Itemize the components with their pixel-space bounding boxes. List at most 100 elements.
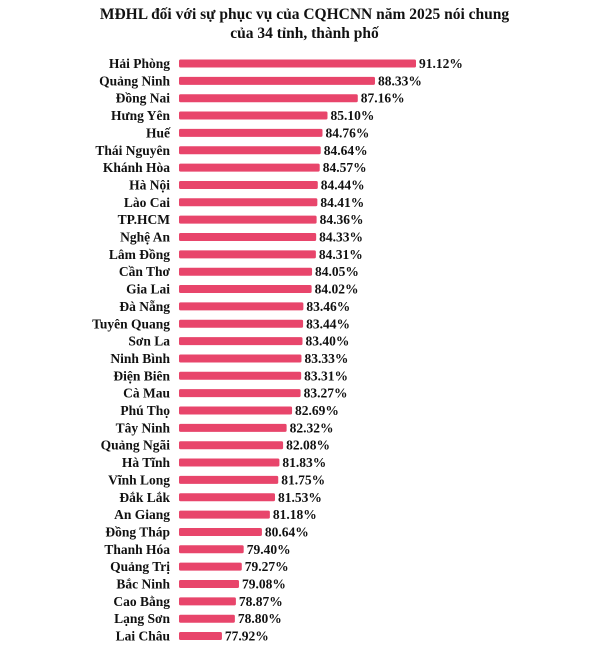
bar [179,371,302,380]
value-label: 85.10% [330,108,374,123]
bar [179,527,262,536]
bar [179,215,317,224]
category-label: Tây Ninh [116,420,171,435]
category-label: Tuyên Quang [92,316,170,331]
value-label: 79.27% [245,559,289,574]
bar [179,337,303,346]
value-label: 84.44% [321,177,365,192]
category-label: Hưng Yên [111,108,170,123]
category-label: Sơn La [128,334,170,349]
value-label: 84.57% [323,160,367,175]
category-label: Lào Cai [124,195,170,210]
value-label: 83.44% [306,316,350,331]
category-label: Lâm Đồng [109,247,170,262]
value-label: 88.33% [378,73,422,88]
value-label: 81.75% [281,472,325,487]
value-label: 79.40% [247,542,291,557]
bar [179,614,235,623]
category-label: Huế [146,125,171,140]
bar [179,285,312,294]
value-label: 91.12% [419,56,463,71]
value-label: 78.80% [238,611,282,626]
bar [179,441,284,450]
bar [179,632,222,641]
value-label: 84.31% [319,247,363,262]
category-label: Thái Nguyên [95,143,170,158]
category-label: Cần Thơ [119,264,171,279]
bar [179,493,276,502]
category-label: TP.HCM [118,212,171,227]
category-label: Đà Nẵng [119,299,170,314]
category-label: Bắc Ninh [116,577,170,592]
bar [179,319,304,328]
bar [179,146,321,155]
value-label: 83.27% [304,386,348,401]
category-label: Đồng Nai [116,91,171,106]
category-label: Vĩnh Long [108,472,170,487]
bar [179,250,316,259]
value-label: 84.02% [315,282,359,297]
bar [179,562,242,571]
category-label: Ninh Bình [110,351,170,366]
bar [179,180,318,189]
category-label: Đồng Tháp [105,524,170,539]
category-label: Quảng Ngãi [101,438,171,453]
category-label: Lai Châu [116,629,171,644]
bar [179,475,279,484]
bar [179,59,416,68]
category-label: Hà Tĩnh [122,455,171,470]
category-label: Quảng Trị [110,559,170,574]
bar [179,267,313,276]
value-label: 81.83% [282,455,326,470]
category-label: Phú Thọ [120,403,170,418]
value-label: 84.33% [319,230,363,245]
chart-title: MĐHL đối với sự phục vụ của CQHCNN năm 2… [0,5,609,43]
category-label: Cao Bằng [113,594,170,609]
category-label: Hải Phòng [109,56,170,71]
bar [179,128,323,137]
value-label: 81.53% [278,490,322,505]
bar [179,302,304,311]
bar [179,510,270,519]
value-label: 83.46% [306,299,350,314]
bar [179,423,287,432]
category-label: Khánh Hòa [103,160,170,175]
bar [179,233,317,241]
chart-title-line-2: của 34 tỉnh, thành phố [230,25,379,42]
bar [179,597,236,606]
category-label: Gia Lai [126,282,170,297]
value-label: 82.08% [286,438,330,453]
bar [179,406,293,415]
category-label: Cà Mau [123,386,170,401]
value-label: 82.69% [295,403,339,418]
bar [179,76,375,85]
value-label: 87.16% [361,91,405,106]
bar [179,198,318,207]
value-label: 78.87% [239,594,283,609]
value-label: 83.33% [304,351,348,366]
value-label: 84.64% [324,143,368,158]
bar [179,163,320,172]
bar [179,94,358,103]
chart-title-line-1: MĐHL đối với sự phục vụ của CQHCNN năm 2… [99,6,510,23]
value-label: 81.18% [273,507,317,522]
value-label: 83.40% [305,334,349,349]
value-label: 84.76% [325,125,369,140]
value-label: 84.36% [320,212,364,227]
bar [179,458,280,467]
bar [179,389,301,398]
value-label: 82.32% [290,420,334,435]
category-label: An Giang [114,507,170,522]
value-label: 84.05% [315,264,359,279]
value-label: 80.64% [265,524,309,539]
category-label: Quảng Ninh [99,73,170,88]
category-label: Nghệ An [120,230,170,245]
category-label: Thanh Hóa [104,542,170,557]
value-label: 84.41% [320,195,364,210]
bar [179,580,239,588]
value-label: 77.92% [225,629,269,644]
bar [179,545,244,554]
category-label: Đắk Lắk [119,490,170,505]
category-label: Điện Biên [113,368,170,383]
